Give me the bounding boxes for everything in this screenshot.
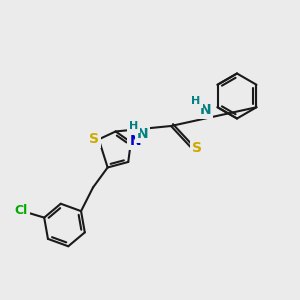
Text: H: H (191, 96, 200, 106)
Text: N: N (200, 103, 211, 116)
Text: N: N (137, 127, 148, 140)
Text: Cl: Cl (14, 204, 27, 217)
Text: S: S (89, 132, 99, 146)
Text: S: S (192, 142, 202, 155)
Text: H: H (129, 121, 138, 131)
Text: N: N (130, 134, 141, 148)
